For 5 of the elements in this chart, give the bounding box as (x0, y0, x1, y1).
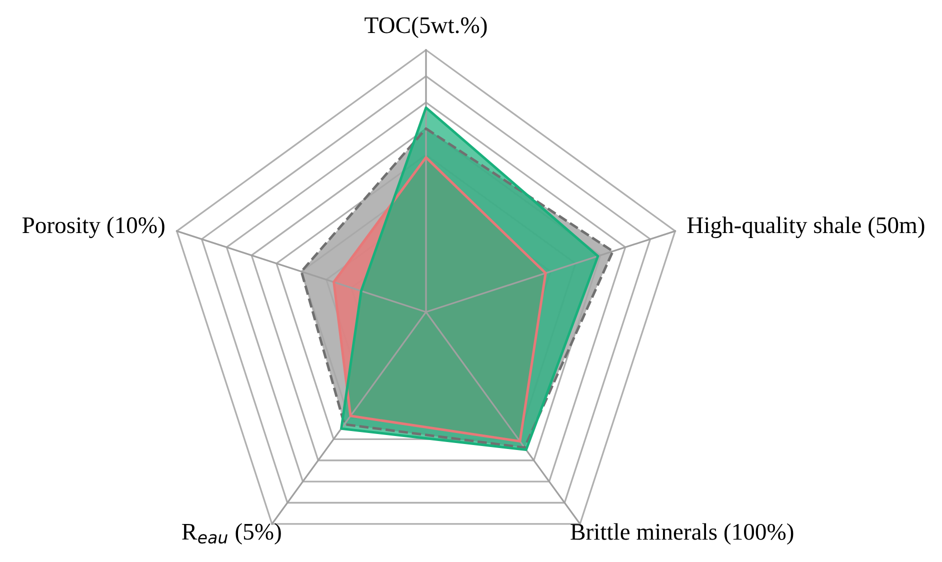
spoke-label: Brittle minerals (100%) (570, 523, 794, 545)
spoke-label: Porosity (10%) (22, 216, 164, 238)
spoke-label: High-quality shale (50m) (687, 216, 924, 238)
spoke-label: TOC(5wt.%) (364, 16, 487, 38)
spoke-label: R$_{eau}$ (5%) (182, 523, 281, 545)
